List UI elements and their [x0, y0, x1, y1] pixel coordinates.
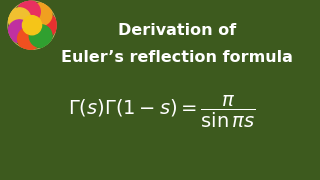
Circle shape	[18, 27, 40, 50]
Circle shape	[22, 16, 42, 35]
Circle shape	[31, 35, 48, 53]
Circle shape	[35, 14, 57, 37]
Circle shape	[16, 35, 33, 53]
Circle shape	[18, 0, 40, 23]
Circle shape	[8, 20, 31, 42]
Text: $\Gamma(s)\Gamma(1-s) = \dfrac{\pi}{\sin \pi s}$: $\Gamma(s)\Gamma(1-s) = \dfrac{\pi}{\sin…	[68, 94, 255, 130]
Text: Euler’s reflection formula: Euler’s reflection formula	[61, 50, 293, 65]
Text: Derivation of: Derivation of	[118, 23, 236, 38]
Circle shape	[29, 25, 52, 47]
Circle shape	[8, 8, 31, 31]
Circle shape	[29, 3, 52, 26]
